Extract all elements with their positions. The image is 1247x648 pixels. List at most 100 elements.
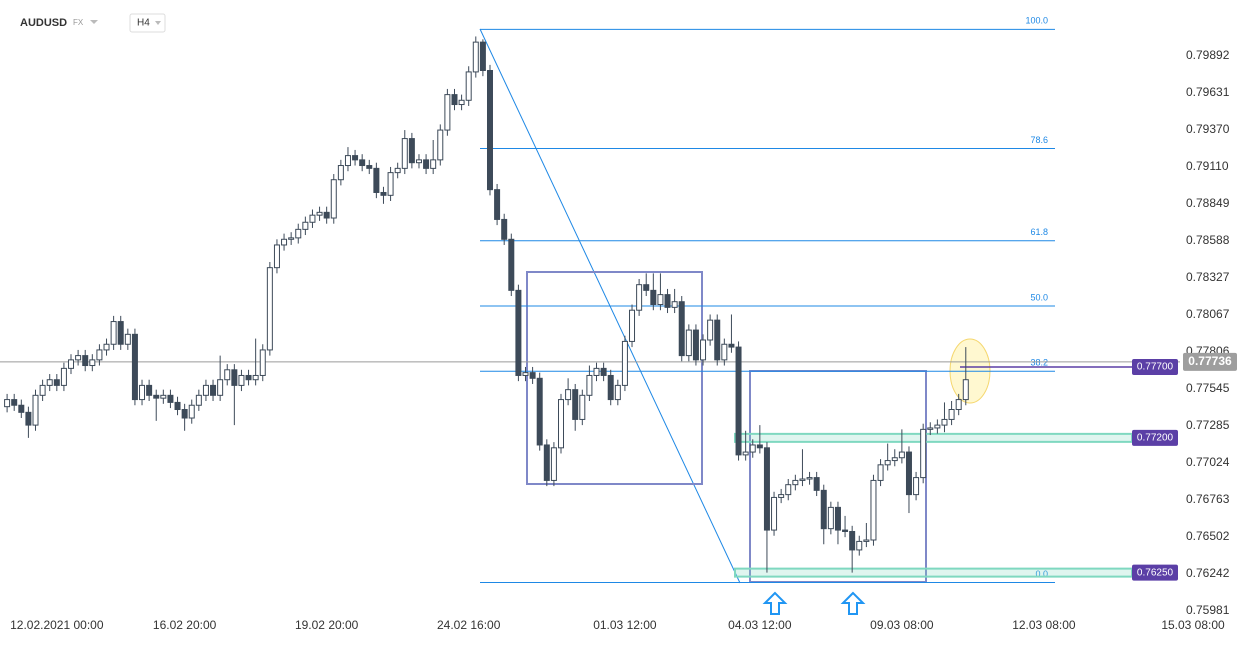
candle-body [572, 389, 579, 420]
candle-body [586, 374, 593, 396]
candle-body [110, 321, 117, 345]
candle-body [224, 369, 231, 381]
candle-body [32, 394, 39, 426]
candle-body [444, 94, 451, 131]
candle-body [827, 506, 834, 530]
y-tick-label: 0.77024 [1186, 455, 1230, 469]
candle-body [643, 284, 650, 291]
candle-body [11, 399, 18, 406]
candle-body [359, 159, 366, 167]
candle-body [472, 41, 479, 73]
candle-body [195, 394, 202, 406]
current-price-tag [1183, 352, 1237, 371]
candle-body [75, 355, 82, 361]
candle-body [771, 496, 778, 531]
candle-body [281, 238, 288, 246]
candle-body [905, 451, 912, 496]
x-tick-label: 12.02.2021 00:00 [10, 618, 104, 632]
y-tick-label: 0.77285 [1186, 418, 1230, 432]
candle-body [941, 418, 948, 426]
candle-body [146, 384, 153, 396]
dropdown-arrow[interactable] [155, 21, 161, 25]
candle-body [927, 427, 934, 430]
candle-body [898, 451, 905, 459]
candle-body [273, 244, 280, 269]
candle-body [742, 451, 749, 456]
candle-body [259, 349, 266, 376]
fib-label: 61.8 [1030, 227, 1048, 237]
candle-body [593, 367, 600, 376]
candle-body [785, 484, 792, 496]
candle-body [89, 359, 96, 367]
candle-body [508, 238, 515, 291]
candle-body [529, 372, 536, 379]
candle-body [707, 319, 714, 341]
candle-body [884, 460, 891, 466]
candle-body [458, 99, 465, 106]
y-tick-label: 0.76242 [1186, 566, 1230, 580]
up-arrow [762, 591, 788, 615]
candle-body [792, 479, 799, 486]
candle-body [664, 294, 671, 308]
candle-body [543, 444, 550, 481]
dropdown-arrow[interactable] [90, 20, 98, 24]
candle-body [629, 309, 636, 342]
candle-body [721, 343, 728, 361]
candle-body [231, 369, 238, 386]
candle-body [806, 477, 813, 480]
candle-body [68, 359, 75, 369]
candle-body [565, 389, 572, 401]
candle-body [685, 329, 692, 357]
candle-body [437, 129, 444, 161]
candle-body [607, 374, 614, 401]
candle-body [217, 379, 224, 396]
candle-body [415, 159, 422, 164]
candle-body [558, 399, 565, 449]
candle-body [352, 155, 359, 161]
candle-body [650, 289, 657, 306]
candle-body [188, 404, 195, 419]
current-price-label: 0.77736 [1188, 354, 1232, 368]
y-tick-label: 0.77545 [1186, 381, 1230, 395]
candle-body [238, 374, 245, 386]
candle-body [550, 447, 557, 481]
candle-body [955, 399, 962, 411]
candle-body [401, 138, 408, 169]
candle-body [877, 464, 884, 481]
candle-body [515, 289, 522, 376]
candle-body [394, 167, 401, 174]
candle-body [870, 479, 877, 541]
timeframe[interactable]: H4 [137, 18, 150, 29]
fib-label: 0.0 [1035, 569, 1048, 579]
candle-body [494, 189, 501, 220]
candle-body [4, 399, 11, 408]
candle-body [842, 529, 849, 532]
y-tick-label: 0.78067 [1186, 307, 1230, 321]
y-tick-label: 0.78849 [1186, 196, 1230, 210]
candle-body [913, 477, 920, 496]
x-tick-label: 19.02 20:00 [295, 618, 359, 632]
candle-body [671, 301, 678, 308]
candle-body [117, 321, 124, 345]
candle-body [778, 494, 785, 498]
symbol[interactable]: AUDUSD [20, 17, 67, 29]
candle-body [266, 267, 273, 351]
candle-body [891, 457, 898, 462]
candle-body [600, 367, 607, 376]
candle-body [465, 71, 472, 101]
candle-body [202, 384, 209, 396]
x-tick-label: 09.03 08:00 [870, 618, 934, 632]
candle-body [834, 506, 841, 531]
candle-body [309, 214, 316, 223]
candle-body [849, 530, 856, 551]
level-tag [1132, 358, 1178, 375]
candle-body [934, 424, 941, 429]
fib-label: 78.6 [1030, 135, 1048, 145]
candle-body [46, 379, 53, 386]
fib-label: 50.0 [1030, 292, 1048, 302]
timeframe-box[interactable] [129, 13, 166, 33]
level-band [734, 432, 1133, 443]
x-tick-label: 15.03 08:00 [1161, 618, 1225, 632]
candle-body [636, 284, 643, 311]
